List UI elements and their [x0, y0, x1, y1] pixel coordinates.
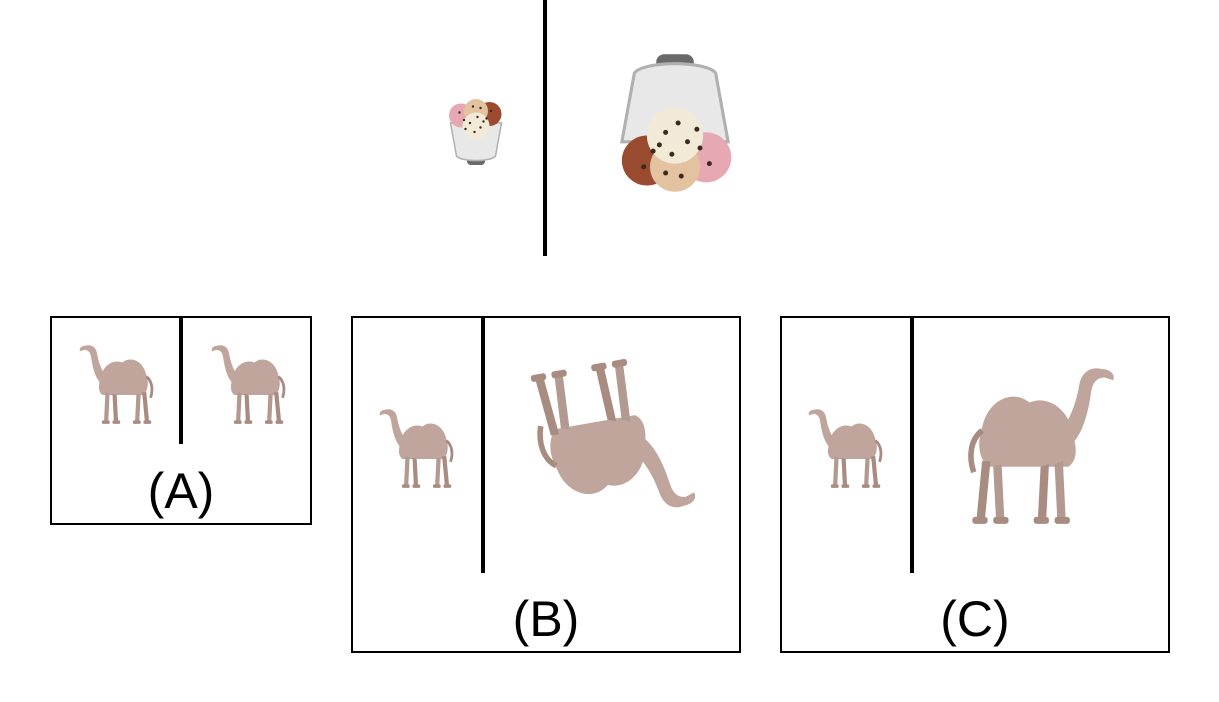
option-b-panel[interactable]: (B) [351, 316, 741, 653]
example-divider [543, 0, 547, 256]
camel-small-image-c-left [807, 407, 883, 490]
option-a-panel[interactable]: (A) [50, 316, 312, 525]
option-b-label: (B) [512, 591, 580, 647]
option-a-divider [179, 318, 183, 444]
option-c-divider [910, 318, 914, 573]
ice-cream-cup-small-image [448, 98, 503, 166]
option-c-label: (C) [940, 591, 1010, 647]
option-c-panel[interactable]: (C) [780, 316, 1170, 653]
camel-small-image-a-right [210, 343, 286, 426]
camel-small-image-b-left [378, 407, 454, 490]
camel-small-image-a-left [78, 343, 154, 426]
ice-cream-cup-large-tilted-image [620, 52, 733, 194]
option-b-divider [481, 318, 485, 573]
camel-large-mirrored-image [962, 358, 1122, 528]
camel-large-upside-down-image [533, 358, 693, 528]
option-a-label: (A) [147, 463, 215, 519]
